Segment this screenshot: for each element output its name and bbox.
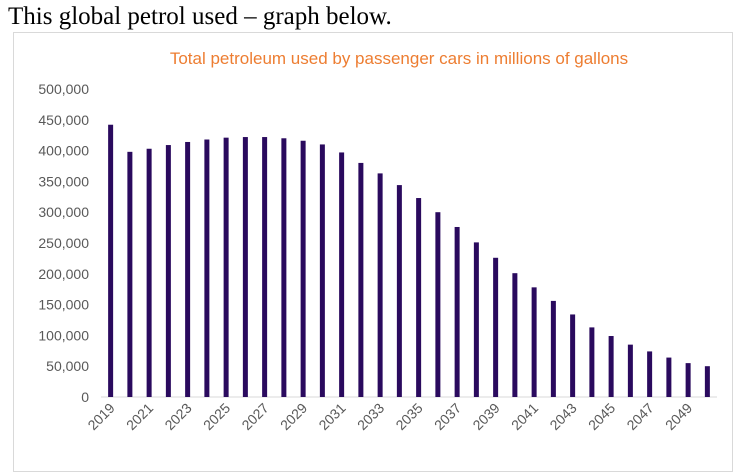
x-tick-label: 2023 <box>161 400 194 433</box>
x-tick-label: 2037 <box>431 400 464 433</box>
y-tick-label: 50,000 <box>46 358 89 374</box>
bar-2050 <box>704 366 710 397</box>
x-tick-label: 2049 <box>662 400 695 433</box>
x-tick-label: 2027 <box>238 400 271 433</box>
bar-2048 <box>666 357 672 397</box>
bar-2029 <box>300 140 306 397</box>
bar-2024 <box>204 139 210 397</box>
bar-2046 <box>627 344 633 397</box>
bar-2026 <box>242 137 248 397</box>
bar-2047 <box>647 351 653 397</box>
bar-2027 <box>262 137 268 397</box>
bar-2034 <box>396 185 402 397</box>
bar-2028 <box>281 138 287 397</box>
bar-2042 <box>550 300 556 397</box>
bar-2037 <box>454 226 460 397</box>
x-tick-label: 2045 <box>585 400 618 433</box>
bar-2019 <box>108 124 114 397</box>
y-tick-label: 350,000 <box>38 173 89 189</box>
bar-2049 <box>685 363 691 397</box>
x-tick-label: 2047 <box>623 400 656 433</box>
page-heading: This global petrol used – graph below. <box>8 3 392 30</box>
bar-2031 <box>339 152 345 397</box>
x-tick-label: 2033 <box>354 400 387 433</box>
y-tick-label: 400,000 <box>38 143 89 159</box>
bar-2041 <box>531 287 537 397</box>
bar-2038 <box>473 242 479 397</box>
bar-2033 <box>377 173 383 397</box>
bar-series <box>108 124 710 397</box>
x-tick-label: 2031 <box>315 400 348 433</box>
x-axis-ticks: 2019 2021 2023 2025 2027 2029 2031 2033 2035 2037… <box>84 400 695 433</box>
y-tick-label: 150,000 <box>38 297 89 313</box>
bar-2022 <box>165 145 171 397</box>
bar-2021 <box>146 148 152 397</box>
bar-2025 <box>223 137 229 397</box>
chart-container: Total petroleum used by passenger cars i… <box>13 32 733 472</box>
chart-title: Total petroleum used by passenger cars i… <box>170 49 628 68</box>
x-tick-label: 2035 <box>392 400 425 433</box>
bar-2032 <box>358 162 364 397</box>
x-tick-label: 2039 <box>469 400 502 433</box>
petroleum-bar-chart: Total petroleum used by passenger cars i… <box>38 49 717 433</box>
y-tick-label: 500,000 <box>38 81 89 97</box>
bar-2045 <box>608 336 614 397</box>
x-tick-label: 2021 <box>123 400 156 433</box>
bar-2036 <box>435 212 441 397</box>
y-tick-label: 250,000 <box>38 235 89 251</box>
y-tick-label: 300,000 <box>38 204 89 220</box>
y-tick-label: 0 <box>81 389 89 405</box>
bar-2039 <box>493 257 499 397</box>
y-axis-ticks: 0 50,000 100,000 150,000 200,000 250,000 300,0… <box>38 81 89 405</box>
bar-2020 <box>127 151 133 397</box>
x-tick-label: 2025 <box>200 400 233 433</box>
bar-2030 <box>319 144 325 397</box>
x-tick-label: 2019 <box>84 400 117 433</box>
bar-2035 <box>416 198 422 397</box>
bar-2040 <box>512 273 518 397</box>
y-tick-label: 100,000 <box>38 327 89 343</box>
bar-2043 <box>570 314 576 397</box>
x-tick-label: 2043 <box>546 400 579 433</box>
y-tick-label: 200,000 <box>38 266 89 282</box>
x-tick-label: 2029 <box>277 400 310 433</box>
bar-2044 <box>589 327 595 397</box>
x-tick-label: 2041 <box>508 400 541 433</box>
bar-2023 <box>185 141 191 397</box>
y-tick-label: 450,000 <box>38 112 89 128</box>
